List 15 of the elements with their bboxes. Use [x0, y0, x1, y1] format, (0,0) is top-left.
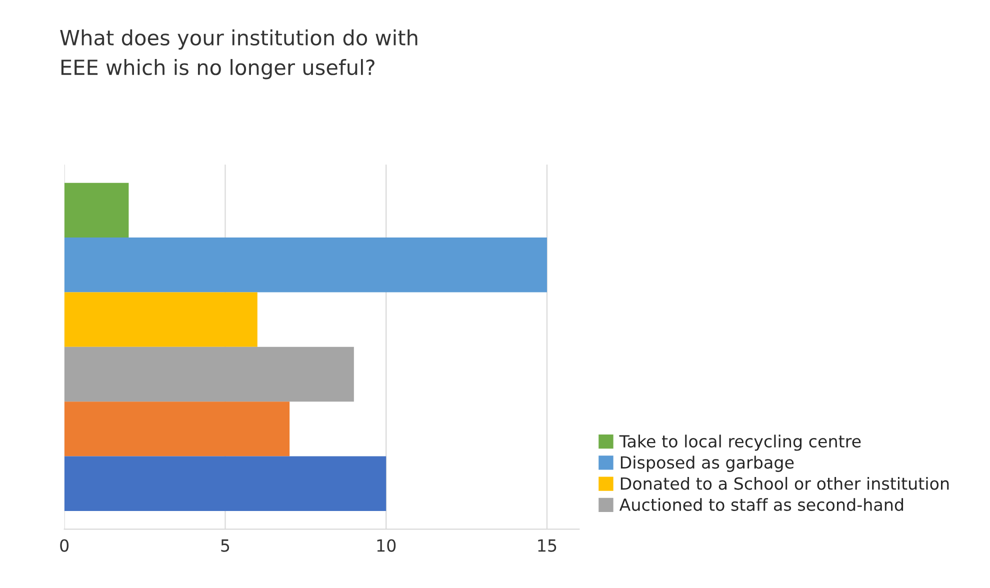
bar [64, 182, 129, 238]
bar [64, 238, 547, 292]
x-tick-label: 10 [377, 539, 396, 552]
bar [64, 456, 386, 511]
x-tick-label: 15 [538, 539, 556, 552]
legend-label: Donated to a School or other institution [620, 476, 949, 490]
legend-label: Auctioned to staff as second-hand [619, 498, 904, 511]
bar [64, 346, 354, 402]
x-tick-label: 0 [60, 539, 69, 552]
legend-label: Take to local recycling centre [619, 434, 861, 451]
bar [64, 292, 258, 347]
bar [64, 402, 290, 456]
chart-title: What does your institution do with EEE which is no longer useful? [60, 29, 418, 80]
legend-label: Disposed as garbage [620, 456, 794, 472]
x-tick-label: 5 [221, 539, 230, 552]
